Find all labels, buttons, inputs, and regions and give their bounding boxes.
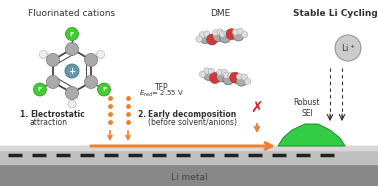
Text: Early decomposition: Early decomposition [148, 110, 236, 119]
Circle shape [224, 30, 230, 37]
Circle shape [232, 29, 239, 35]
Text: Robust
SEI: Robust SEI [294, 98, 320, 118]
Circle shape [213, 31, 224, 42]
Circle shape [335, 35, 361, 61]
Circle shape [217, 29, 223, 35]
Text: Stable Li Cycling: Stable Li Cycling [293, 9, 377, 18]
Circle shape [217, 69, 223, 76]
Circle shape [85, 54, 98, 67]
Circle shape [209, 73, 221, 84]
Circle shape [219, 31, 226, 37]
Text: $E_{red}$= 2.55 V: $E_{red}$= 2.55 V [139, 89, 185, 99]
Circle shape [237, 28, 243, 35]
Circle shape [203, 68, 210, 74]
Circle shape [208, 68, 215, 75]
Circle shape [212, 30, 218, 36]
Circle shape [196, 36, 202, 42]
Circle shape [98, 83, 110, 96]
Text: Fluorinated cations: Fluorinated cations [28, 9, 116, 18]
Circle shape [34, 83, 46, 96]
Text: attraction: attraction [30, 118, 68, 127]
Text: 1.: 1. [20, 110, 31, 119]
Circle shape [96, 51, 105, 59]
Bar [0, 164, 378, 186]
Text: F: F [38, 87, 42, 92]
Text: ✗: ✗ [251, 100, 263, 116]
Text: +: + [68, 67, 76, 76]
Circle shape [228, 73, 234, 79]
Circle shape [230, 72, 241, 83]
Text: F: F [102, 87, 106, 92]
Circle shape [241, 74, 248, 80]
Text: DME: DME [210, 9, 230, 18]
Text: F: F [70, 31, 74, 36]
Bar [0, 146, 378, 150]
Circle shape [199, 32, 206, 38]
Circle shape [39, 51, 47, 59]
Circle shape [200, 33, 211, 44]
Bar [0, 146, 378, 164]
Circle shape [220, 32, 231, 43]
Circle shape [85, 76, 98, 89]
Circle shape [204, 31, 210, 37]
Circle shape [241, 31, 248, 38]
Circle shape [223, 72, 229, 78]
Circle shape [203, 70, 214, 81]
Circle shape [199, 71, 206, 78]
Circle shape [65, 28, 79, 41]
Polygon shape [278, 124, 345, 146]
Text: (before solvent/anions): (before solvent/anions) [148, 118, 237, 127]
Text: Li metal: Li metal [171, 172, 207, 182]
Circle shape [236, 73, 243, 80]
Text: Electrostatic: Electrostatic [30, 110, 85, 119]
Circle shape [46, 76, 59, 89]
Circle shape [65, 86, 79, 100]
Circle shape [65, 64, 79, 78]
Circle shape [223, 74, 234, 85]
Text: Li$^+$: Li$^+$ [341, 42, 355, 54]
Circle shape [217, 71, 228, 82]
Circle shape [236, 75, 247, 86]
Circle shape [233, 30, 244, 41]
Circle shape [68, 100, 76, 108]
Text: 2.: 2. [138, 110, 149, 119]
Circle shape [226, 29, 237, 40]
Circle shape [65, 42, 79, 55]
Text: TFP: TFP [155, 83, 169, 92]
Circle shape [245, 78, 251, 84]
Circle shape [207, 34, 218, 45]
Circle shape [222, 70, 228, 76]
Circle shape [46, 54, 59, 67]
